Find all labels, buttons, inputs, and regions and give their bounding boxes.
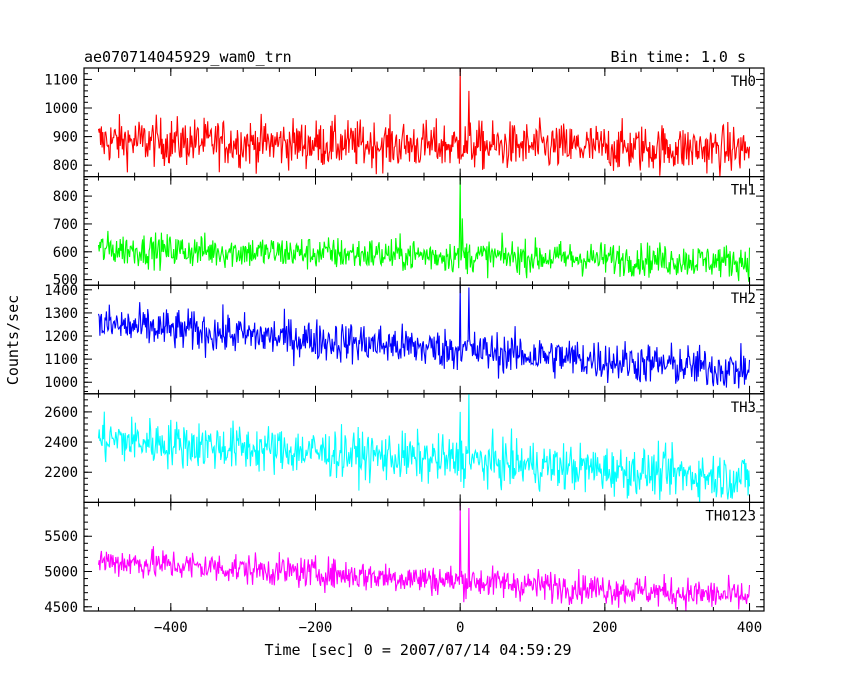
x-tick-label: 200 <box>592 620 617 636</box>
series-line-th0 <box>97 68 751 177</box>
panel-label: TH3 <box>731 400 756 416</box>
x-tick-label: 0 <box>456 620 464 636</box>
panel-label: TH0 <box>731 74 756 90</box>
y-tick-label: 5500 <box>44 529 78 545</box>
y-tick-label: 1300 <box>44 306 78 322</box>
y-tick-label: 1100 <box>44 72 78 88</box>
panels-group: 800 900 1000 1100 TH0 500 600 700 800 TH1 1000 1100… <box>44 67 765 636</box>
panel-th3: 2200 2400 2600 TH3 <box>44 393 765 503</box>
y-tick-label: 1000 <box>44 375 78 391</box>
series-line-th2 <box>97 285 751 389</box>
panel-label: TH1 <box>731 183 756 199</box>
series-line-th1 <box>97 176 751 282</box>
y-tick-label: 1400 <box>44 283 78 299</box>
panel-th1: 500 600 700 800 TH1 <box>53 176 765 289</box>
y-tick-label: 2400 <box>44 435 78 451</box>
y-tick-label: 800 <box>53 158 78 174</box>
y-tick-label: 700 <box>53 217 78 233</box>
panel-label: TH0123 <box>705 508 756 524</box>
series-line-th3 <box>97 393 751 503</box>
chart-title: ae070714045929_wam0_trn <box>84 48 292 66</box>
panel-label: TH2 <box>731 291 756 307</box>
y-axis-label: Counts/sec <box>4 295 22 385</box>
y-tick-label: 800 <box>53 189 78 205</box>
y-tick-label: 2200 <box>44 465 78 481</box>
panel-th0123: 4500 5000 5500 TH0123 <box>44 501 765 616</box>
panel-frame <box>83 284 765 395</box>
y-tick-label: 5000 <box>44 565 78 581</box>
bin-time-label: Bin time: 1.0 s <box>611 48 746 66</box>
y-tick-label: 1200 <box>44 329 78 345</box>
panel-th0: 800 900 1000 1100 TH0 <box>44 67 765 178</box>
x-tick-label: 400 <box>737 620 762 636</box>
panel-frame <box>83 176 765 286</box>
y-tick-label: 1100 <box>44 352 78 368</box>
panel-frame <box>83 501 765 612</box>
y-tick-label: 900 <box>53 130 78 146</box>
x-tick-label: −400 <box>154 620 188 636</box>
series-line-th0123 <box>97 504 751 611</box>
y-tick-label: 4500 <box>44 600 78 616</box>
x-tick-label: −200 <box>299 620 333 636</box>
y-tick-label: 600 <box>53 245 78 261</box>
y-tick-label: 1000 <box>44 101 78 117</box>
y-tick-label: 2600 <box>44 405 78 421</box>
panel-th2: 1000 1100 1200 1300 1400 TH2 <box>44 283 765 395</box>
x-axis-label: Time [sec] 0 = 2007/07/14 04:59:29 <box>264 641 571 659</box>
y-tick-label: 500 <box>53 273 78 289</box>
